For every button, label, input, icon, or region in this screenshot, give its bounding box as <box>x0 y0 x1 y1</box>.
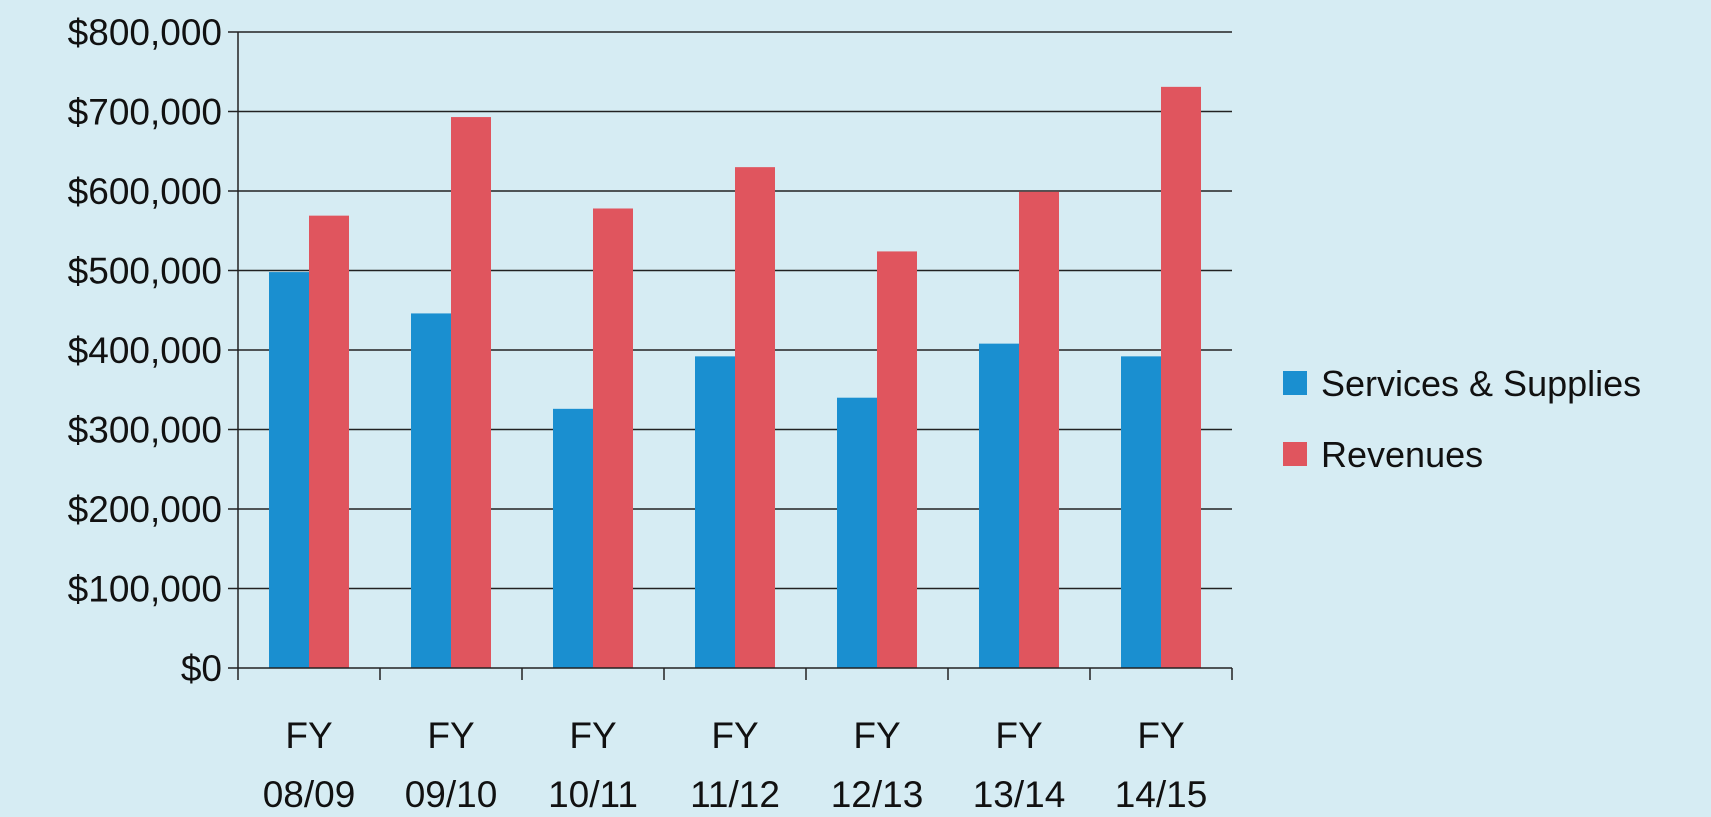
y-tick-label: $200,000 <box>68 489 222 530</box>
x-tick-label: FY <box>711 715 758 756</box>
bar-services-supplies <box>1121 356 1161 668</box>
y-tick-label: $600,000 <box>68 171 222 212</box>
legend-label: Services & Supplies <box>1321 363 1641 404</box>
y-tick-label: $800,000 <box>68 12 222 53</box>
x-tick-label: FY <box>569 715 616 756</box>
bar-revenues <box>451 117 491 668</box>
y-tick-label: $300,000 <box>68 410 222 451</box>
y-axis-ticks: $0 $100,000 $200,000 $300,000 $400,000 $500,0… <box>68 12 222 689</box>
bar-services-supplies <box>553 408 593 668</box>
legend: Services & Supplies Revenues <box>1283 363 1641 475</box>
bar-revenues <box>1019 191 1059 669</box>
bars <box>269 86 1201 669</box>
x-tick-label: 14/15 <box>1115 774 1208 815</box>
y-tick-label: $500,000 <box>68 251 222 292</box>
bar-services-supplies <box>837 397 877 668</box>
x-tick-label: 10/11 <box>548 774 638 815</box>
x-tick-label: 08/09 <box>263 774 356 815</box>
x-tick-label: FY <box>427 715 474 756</box>
bar-services-supplies <box>695 356 735 668</box>
x-tick-label: 13/14 <box>973 774 1066 815</box>
bar-services-supplies <box>979 343 1019 668</box>
bar-services-supplies <box>269 272 309 668</box>
x-tick-label: FY <box>853 715 900 756</box>
y-tick-label: $700,000 <box>68 92 222 133</box>
y-tick-label: $100,000 <box>68 569 222 610</box>
axes <box>228 31 1233 680</box>
bar-services-supplies <box>411 313 451 668</box>
x-tick-label: FY <box>1137 715 1184 756</box>
legend-swatch <box>1283 371 1307 395</box>
x-tick-label: FY <box>995 715 1042 756</box>
y-tick-label: $0 <box>181 648 222 689</box>
bar-revenues <box>877 251 917 669</box>
bar-revenues <box>593 208 633 669</box>
bar-revenues <box>735 167 775 668</box>
x-tick-label: 11/12 <box>690 774 780 815</box>
x-tick-label: FY <box>285 715 332 756</box>
x-axis-ticks: FY 08/09 FY 09/10 FY 10/11 FY 11/12 FY 12/13 FY 13/… <box>263 715 1208 815</box>
x-tick-label: 12/13 <box>831 774 924 815</box>
bar-revenues <box>309 215 349 668</box>
legend-swatch <box>1283 442 1307 466</box>
x-tick-label: 09/10 <box>405 774 498 815</box>
bar-revenues <box>1161 86 1201 669</box>
legend-label: Revenues <box>1321 434 1483 475</box>
y-tick-label: $400,000 <box>68 330 222 371</box>
